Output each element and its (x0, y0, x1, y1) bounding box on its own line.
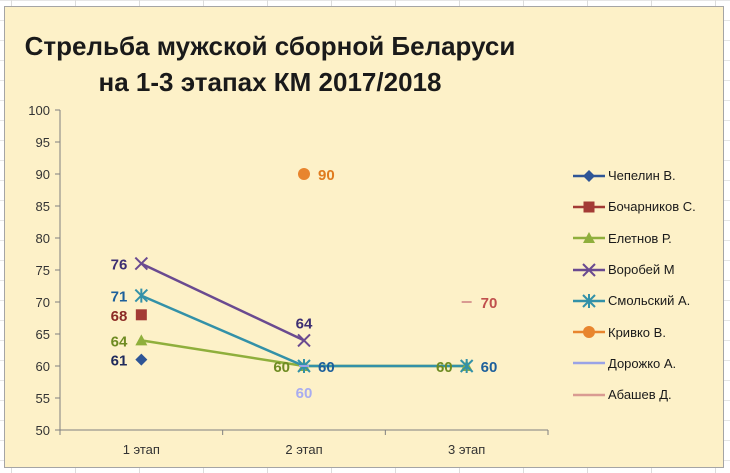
data-point-4-0 (134, 288, 149, 303)
legend-label: Смольский А. (608, 293, 691, 309)
series-markers (134, 168, 474, 373)
data-point-2-0 (135, 334, 148, 346)
series-line-3 (140, 262, 305, 342)
legend-item: Абашев Д. (572, 379, 717, 410)
y-tick-label: 80 (36, 231, 50, 246)
legend-label: Дорожко А. (608, 355, 677, 371)
legend-item: Чепелин В. (572, 160, 717, 191)
x-tick-label: 1 этап (123, 442, 160, 457)
y-tick-label: 100 (28, 103, 50, 118)
legend-item: Елетнов Р. (572, 223, 717, 254)
y-tick-label: 50 (36, 423, 50, 438)
data-label: 60 (436, 359, 453, 376)
legend-item: Кривко В. (572, 316, 717, 347)
legend-item: Смольский А. (572, 285, 717, 316)
data-point-1-0 (135, 309, 147, 321)
legend-label: Бочарников С. (608, 199, 696, 215)
x-tick-label: 3 этап (448, 442, 485, 457)
data-label: 71 (111, 289, 128, 306)
data-label: 90 (318, 167, 335, 184)
legend: Чепелин В. Бочарников С. Елетнов Р. Воробей… (572, 160, 717, 410)
data-point-3-1 (297, 333, 311, 348)
axes: 50 55 60 65 70 75 80 85 90 95 100 1 этап 2 этап 3 эта… (28, 103, 549, 457)
legend-item: Воробей М (572, 254, 717, 285)
data-label: 70 (481, 295, 498, 312)
data-point-3-0 (134, 256, 149, 271)
y-tick-label: 60 (36, 359, 50, 374)
legend-marker (582, 293, 596, 308)
legend-label: Елетнов Р. (608, 230, 672, 246)
data-label: 60 (318, 359, 335, 376)
y-tick-label: 65 (36, 327, 50, 342)
y-tick-label: 70 (36, 295, 50, 310)
legend-marker (583, 169, 595, 182)
y-tick-label: 55 (36, 391, 50, 406)
legend-item: Бочарников С. (572, 191, 717, 222)
legend-swatch (573, 362, 605, 365)
marker-stroke (297, 333, 311, 348)
legend-swatch (573, 232, 605, 244)
legend-marker (583, 232, 595, 244)
chart-title: Стрельба мужской сборной Беларуси на 1-3… (10, 28, 530, 100)
legend-label: Абашев Д. (608, 387, 672, 403)
data-labels: 61 68 64 60 60 76 64 71 60 60 90 60 70 (111, 167, 498, 402)
legend-label: Кривко В. (608, 324, 666, 340)
legend-label: Чепелин В. (608, 168, 676, 184)
marker-stroke (134, 256, 149, 271)
legend-label: Воробей М (608, 262, 675, 278)
data-label: 64 (296, 315, 313, 332)
legend-swatch (573, 201, 605, 213)
legend-marker (583, 201, 595, 213)
chart-title-line-1: Стрельба мужской сборной Беларуси (24, 31, 516, 61)
chart-title-line-2: на 1-3 этапах КМ 2017/2018 (98, 67, 442, 97)
legend-swatch (573, 169, 605, 182)
data-label: 60 (481, 359, 498, 376)
legend-swatch (573, 262, 605, 277)
x-tick-label: 2 этап (285, 442, 322, 457)
data-label: 60 (273, 359, 290, 376)
data-label: 76 (111, 257, 128, 274)
y-tick-label: 75 (36, 263, 50, 278)
legend-marker (582, 262, 596, 277)
data-point-5-1 (298, 168, 310, 180)
legend-swatch (573, 293, 605, 308)
data-point-0-0 (135, 353, 148, 366)
data-label: 61 (111, 353, 128, 370)
data-label: 64 (111, 333, 128, 350)
legend-swatch (573, 326, 605, 339)
legend-item: Дорожко А. (572, 348, 717, 379)
data-label: 68 (111, 308, 128, 325)
marker-stroke (582, 262, 596, 277)
y-tick-label: 85 (36, 199, 50, 214)
y-tick-label: 95 (36, 135, 50, 150)
y-tick-label: 90 (36, 167, 50, 182)
data-label: 60 (296, 385, 313, 402)
legend-swatch (573, 393, 605, 396)
legend-marker (583, 326, 595, 339)
data-point-4-2 (459, 359, 474, 373)
